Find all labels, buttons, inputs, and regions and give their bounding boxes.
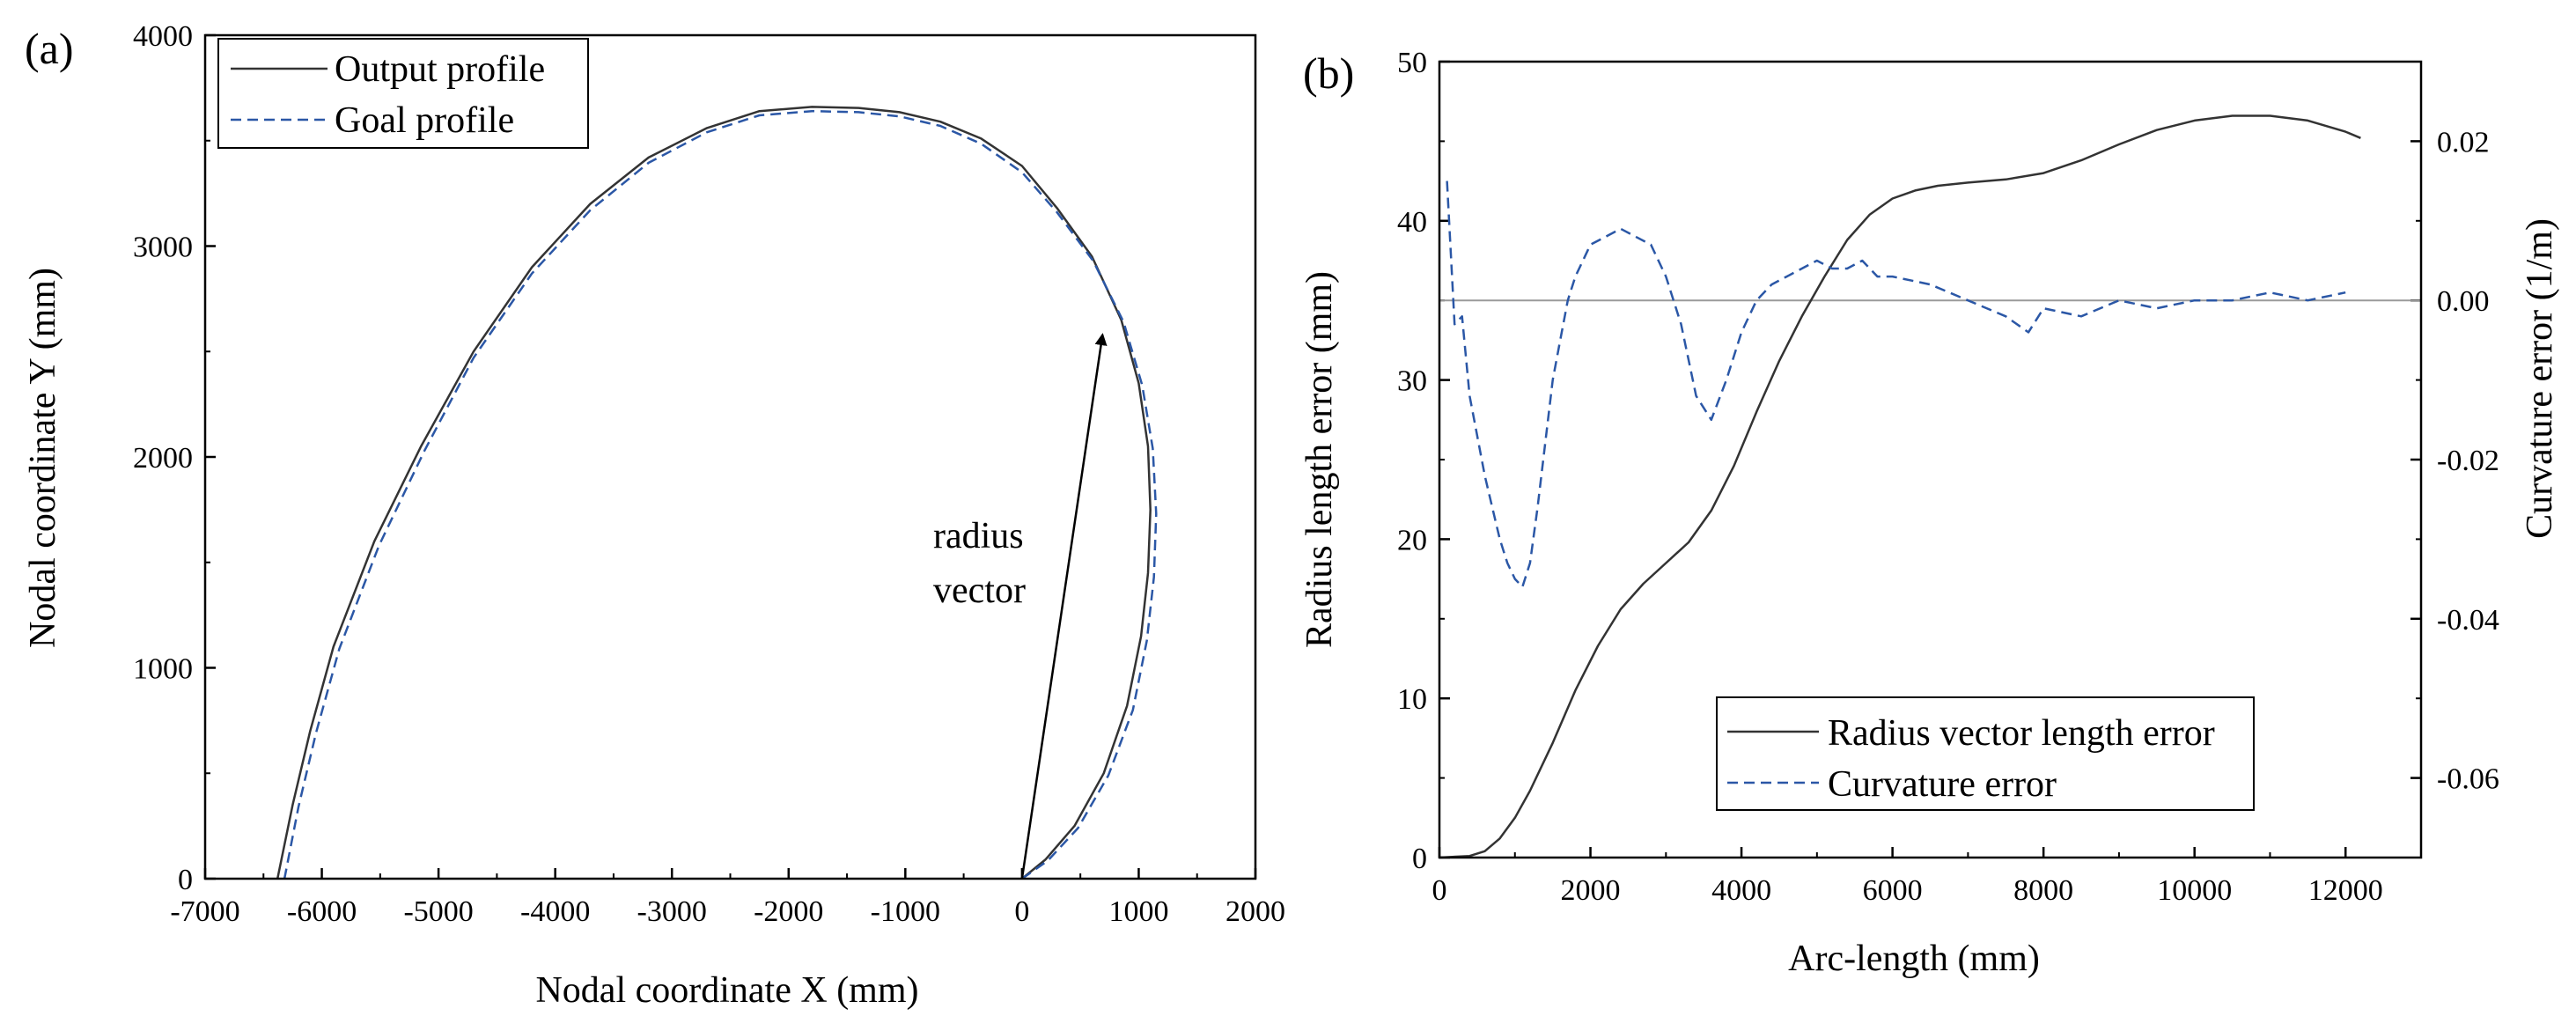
legend-output-profile-label: Output profile [335, 49, 545, 90]
chart-b-x-tick-label: 4000 [1711, 874, 1771, 907]
chart-a-y-tick-label: 0 [178, 864, 193, 896]
chart-a-x-tick-label: -2000 [754, 895, 823, 928]
chart-a-x-tick-label: -5000 [403, 895, 473, 928]
chart-b-plot-frame [1438, 60, 2423, 859]
chart-a-x-tick-label: -6000 [287, 895, 357, 928]
chart-b-y2-tick-label: 0.02 [2437, 126, 2490, 158]
chart-a-y-tick-label: 4000 [133, 20, 193, 53]
chart-b-x-tick-label: 8000 [2013, 874, 2073, 907]
chart-b-y2-tick-label: -0.02 [2437, 445, 2499, 477]
chart-a-x-tick-label: -4000 [520, 895, 590, 928]
chart-a: -7000 -6000 -5000 -4000 -3000 -2000 -1000 0 1000… [23, 20, 1285, 1011]
chart-b-y-tick-label: 40 [1397, 206, 1427, 239]
chart-b-y2-axis-label: Curvature error (1/m) [2520, 218, 2560, 539]
chart-a-legend-box [217, 38, 589, 149]
chart-a-x-tick-label: 1000 [1108, 895, 1168, 928]
chart-b-x-axis-label: Arc-length (mm) [1788, 939, 2040, 979]
chart-b-y-tick-label: 0 [1412, 843, 1427, 875]
series-output-profile [276, 106, 1152, 880]
chart-a-x-tick-labels: -7000 -6000 -5000 -4000 -3000 -2000 -1000 0 1000… [170, 895, 1285, 928]
chart-b-legend: Radius vector length error Curvature err… [1716, 696, 2255, 811]
chart-b-x-tick-label: 2000 [1561, 874, 1621, 907]
chart-b-y2-tick-label: -0.04 [2437, 604, 2499, 637]
chart-a-tick-marks [203, 33, 1257, 880]
legend-radius-error-label: Radius vector length error [1828, 713, 2215, 754]
legend-curvature-error-label: Curvature error [1828, 764, 2057, 805]
radius-vector-arrow [1020, 333, 1108, 880]
chart-b-y2-tick-label: -0.06 [2437, 763, 2499, 796]
chart-b-y-tick-label: 30 [1397, 365, 1427, 398]
chart-a-legend: Output profile Goal profile [217, 38, 589, 149]
chart-b-y-tick-label: 10 [1397, 683, 1427, 716]
chart-b-legend-box [1716, 696, 2255, 811]
chart-b-x-tick-label: 6000 [1863, 874, 1923, 907]
chart-b-series [1439, 114, 2361, 859]
panel-label-a: (a) [25, 24, 74, 73]
chart-a-x-axis-label: Nodal coordinate X (mm) [535, 970, 918, 1011]
chart-a-y-tick-label: 1000 [133, 653, 193, 686]
annotation-vector: vector [933, 571, 1026, 611]
series-curvature-error [1446, 180, 2346, 588]
chart-b-x-tick-labels: 0 2000 4000 6000 8000 10000 12000 [1432, 874, 2383, 907]
annotation-radius: radius [933, 516, 1024, 556]
chart-a-y-tick-label: 2000 [133, 442, 193, 475]
chart-a-x-tick-label: -7000 [170, 895, 239, 928]
chart-b-x-tick-label: 10000 [2157, 874, 2232, 907]
chart-b-x-tick-label: 12000 [2308, 874, 2383, 907]
chart-b-y2-tick-labels: 0.02 0.00 -0.02 -0.04 -0.06 [2437, 126, 2499, 795]
panel-label-b: (b) [1303, 48, 1354, 98]
chart-a-x-tick-label: 0 [1014, 895, 1029, 928]
chart-a-series [276, 106, 1158, 880]
legend-goal-profile-label: Goal profile [335, 100, 514, 141]
chart-b-y-tick-label: 20 [1397, 524, 1427, 556]
chart-a-x-tick-label: -3000 [637, 895, 707, 928]
chart-a-y-tick-label: 3000 [133, 232, 193, 264]
series-radius-vector-length-error [1439, 114, 2361, 859]
chart-b-y-tick-labels: 0 10 20 30 40 50 [1397, 47, 1427, 875]
chart-a-x-tick-label: 2000 [1225, 895, 1285, 928]
chart-a-y-tick-labels: 0 1000 2000 3000 4000 [133, 20, 193, 896]
chart-b: 0 2000 4000 6000 8000 10000 12000 01020304050 … [1299, 47, 2560, 979]
chart-a-y-axis-label: Nodal coordinate Y (mm) [23, 268, 63, 648]
chart-a-plot-frame [203, 33, 1257, 880]
chart-b-y-axis-label: Radius length error (mm) [1299, 271, 1340, 648]
chart-a-x-tick-label: -1000 [871, 895, 940, 928]
chart-b-y2-tick-label: 0.00 [2437, 285, 2490, 318]
chart-b-x-tick-label: 0 [1432, 874, 1447, 907]
chart-b-y-tick-label: 50 [1397, 47, 1427, 79]
series-goal-profile [283, 109, 1158, 880]
